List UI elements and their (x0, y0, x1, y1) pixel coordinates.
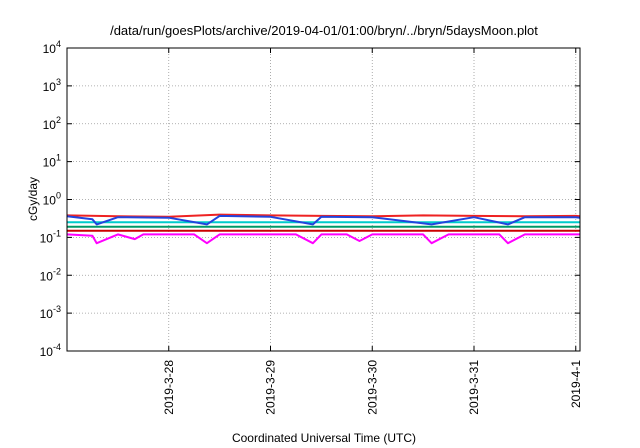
series-group (66, 213, 581, 245)
x-tick-label: 2019-3-31 (467, 360, 481, 415)
x-tick-label: 2019-4-1 (569, 360, 583, 408)
y-tick-label: 102 (43, 115, 61, 132)
y-axis-label: cGy/day (26, 177, 40, 221)
x-tick-label: 2019-3-30 (365, 360, 379, 415)
y-tick-label: 104 (43, 39, 61, 56)
x-ticks: 2019-3-28 2019-3-29 2019-3-30 2019-3-31 2019… (162, 48, 583, 415)
y-ticks: 10-4 10-3 10-2 10-1 100 101 102 103 104 (40, 39, 580, 359)
y-tick-label: 10-4 (40, 342, 61, 359)
y-tick-label: 100 (43, 191, 61, 208)
series-line-6 (66, 214, 581, 226)
plot-frame (66, 47, 581, 352)
y-tick-label: 103 (43, 77, 61, 94)
x-tick-label: 2019-3-28 (162, 360, 176, 415)
y-tick-label: 10-2 (40, 266, 61, 283)
y-tick-label: 10-1 (40, 228, 61, 245)
x-axis-label: Coordinated Universal Time (UTC) (232, 431, 416, 445)
x-tick-label: 2019-3-29 (264, 360, 278, 415)
series-line-1 (66, 233, 580, 245)
grid (67, 48, 580, 351)
y-tick-label: 101 (43, 153, 61, 170)
y-tick-label: 10-3 (40, 304, 61, 321)
chart-title: /data/run/goesPlots/archive/2019-04-01/0… (110, 23, 538, 38)
